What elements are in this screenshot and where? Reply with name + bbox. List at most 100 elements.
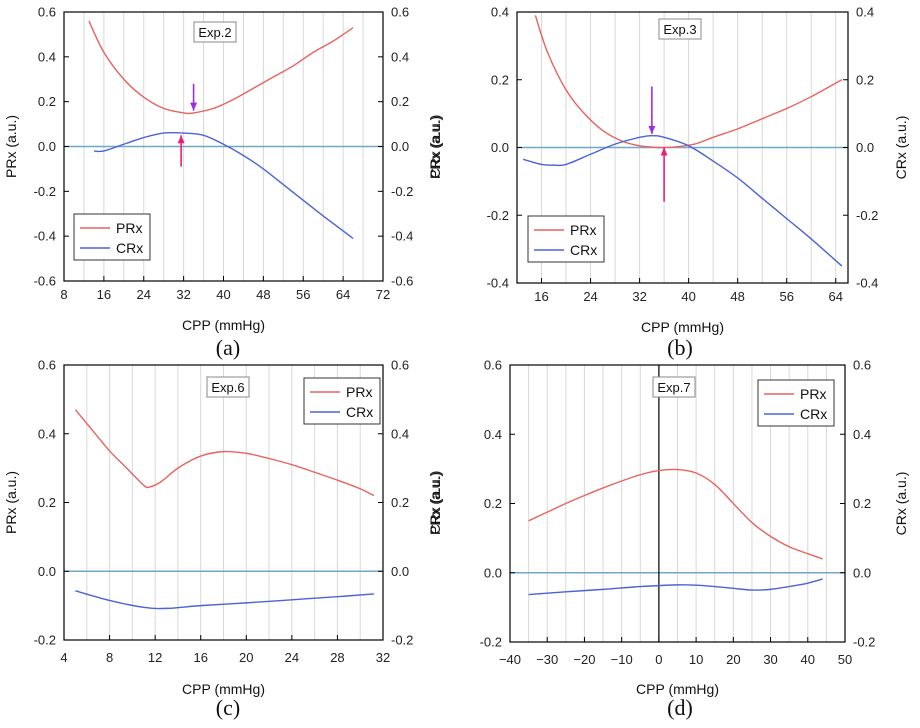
y-tick-label-left: -0.2 bbox=[480, 635, 502, 650]
legend-label-prx: PRx bbox=[800, 386, 826, 402]
series-line-crx bbox=[75, 590, 374, 610]
y-tick-label-left: -0.4 bbox=[487, 276, 509, 291]
y-tick-label-right: 0.0 bbox=[853, 565, 871, 580]
x-tick-label: 4 bbox=[60, 650, 67, 665]
series-line-crx bbox=[528, 578, 823, 596]
x-axis-title: CPP (mmHg) bbox=[636, 681, 719, 697]
x-tick-label: −30 bbox=[536, 652, 558, 667]
x-tick-label: 24 bbox=[285, 650, 299, 665]
panel-caption: (d) bbox=[667, 695, 693, 720]
x-tick-label: −10 bbox=[611, 652, 633, 667]
x-tick-label: 50 bbox=[838, 652, 852, 667]
y-tick-label-right: 0.2 bbox=[391, 495, 409, 510]
legend-label-crx: CRx bbox=[116, 240, 143, 256]
x-tick-label: 20 bbox=[239, 650, 253, 665]
x-tick-label: 12 bbox=[148, 650, 162, 665]
y-tick-label-right: -0.2 bbox=[391, 184, 413, 199]
x-tick-label: 30 bbox=[763, 652, 777, 667]
y-tick-label-left: -0.2 bbox=[487, 208, 509, 223]
experiment-label-box bbox=[652, 376, 696, 398]
y-axis-title-left: PRx (a.u.) bbox=[3, 471, 19, 534]
y-tick-label-right: 0.4 bbox=[853, 427, 871, 442]
x-tick-label: 72 bbox=[376, 287, 390, 302]
panel-a: 8 16 24 32 40 48 56 64 72-0.6 -0.6-0.4 -0.4-0.2 -0.… bbox=[3, 5, 443, 361]
y-tick-label-left: -0.6 bbox=[34, 274, 56, 289]
y-tick-label-left: 0.6 bbox=[484, 358, 502, 373]
panel-b: 16 24 32 40 48 56 64 -0.4 -0.4 -0.2 -0.2 0.0 0.0 0.2 0… bbox=[427, 5, 909, 361]
legend-label-prx: PRx bbox=[116, 220, 142, 236]
y-axis-title-left: PRx (a.u.) bbox=[427, 472, 443, 535]
legend-label-prx: PRx bbox=[570, 222, 596, 238]
y-tick-label-left: 0.0 bbox=[491, 140, 509, 155]
legend-box bbox=[303, 377, 381, 425]
y-tick-label-right: 0.6 bbox=[391, 358, 409, 373]
x-tick-label: 40 bbox=[681, 289, 695, 304]
arrow-head bbox=[177, 135, 185, 144]
x-axis-title: CPP (mmHg) bbox=[182, 317, 265, 333]
y-tick-label-right: -0.4 bbox=[856, 276, 878, 291]
y-tick-label-right: 0.6 bbox=[391, 5, 409, 20]
y-tick-label-right: 0.2 bbox=[856, 72, 874, 87]
arrow-head bbox=[190, 102, 198, 111]
x-tick-label: 48 bbox=[730, 289, 744, 304]
x-tick-label: 64 bbox=[829, 289, 843, 304]
experiment-label-box bbox=[193, 21, 237, 43]
y-tick-label-right: 0.4 bbox=[391, 426, 409, 441]
y-axis-title-left: PRx (a.u.) bbox=[3, 115, 19, 178]
x-tick-label: −40 bbox=[499, 652, 521, 667]
x-tick-label: 16 bbox=[193, 650, 207, 665]
y-tick-label-left: 0.0 bbox=[484, 565, 502, 580]
panel-d: −40 −30 −20 −10 0 10 20 30 40 50-0.2 -0.20.0 0.00.2… bbox=[427, 358, 909, 721]
y-tick-label-left: 0.2 bbox=[38, 94, 56, 109]
y-tick-label-right: 0.0 bbox=[856, 140, 874, 155]
legend-label-crx: CRx bbox=[570, 242, 597, 258]
y-tick-label-left: 0.4 bbox=[38, 426, 56, 441]
y-tick-label-left: -0.4 bbox=[34, 229, 56, 244]
y-tick-label-right: -0.6 bbox=[391, 274, 413, 289]
experiment-label: Exp.3 bbox=[663, 22, 696, 37]
y-tick-label-left: 0.2 bbox=[484, 496, 502, 511]
x-tick-label: 32 bbox=[376, 650, 390, 665]
y-tick-label-right: -0.2 bbox=[856, 208, 878, 223]
x-tick-label: 24 bbox=[583, 289, 597, 304]
x-tick-label: 28 bbox=[330, 650, 344, 665]
x-tick-label: 20 bbox=[726, 652, 740, 667]
experiment-label-box bbox=[658, 18, 702, 40]
x-tick-label: 0 bbox=[655, 652, 662, 667]
legend-box bbox=[73, 213, 151, 261]
series-line-crx bbox=[93, 131, 354, 239]
y-axis-title-right: CRx (a.u.) bbox=[427, 471, 443, 535]
y-tick-label-right: -0.2 bbox=[853, 635, 875, 650]
experiment-label: Exp.7 bbox=[657, 380, 690, 395]
x-tick-label: 8 bbox=[60, 287, 67, 302]
legend-box bbox=[757, 379, 835, 427]
x-tick-label: −20 bbox=[573, 652, 595, 667]
y-tick-label-left: 0.4 bbox=[38, 49, 56, 64]
x-tick-label: 8 bbox=[106, 650, 113, 665]
arrow-head bbox=[648, 125, 656, 134]
experiment-label-box bbox=[206, 376, 250, 398]
y-axis-title-right: CRx (a.u.) bbox=[893, 116, 909, 180]
y-tick-label-left: 0.4 bbox=[491, 5, 509, 20]
legend-label-crx: CRx bbox=[800, 406, 827, 422]
y-axis-title-left: PRx (a.u.) bbox=[427, 116, 443, 179]
y-tick-label-left: 0.0 bbox=[38, 564, 56, 579]
x-tick-label: 32 bbox=[632, 289, 646, 304]
panel-caption: (a) bbox=[216, 335, 240, 360]
x-tick-label: 40 bbox=[216, 287, 230, 302]
y-tick-label-right: 0.0 bbox=[391, 564, 409, 579]
series-line-prx bbox=[528, 468, 823, 560]
series-line-crx bbox=[522, 134, 843, 267]
y-tick-label-left: 0.6 bbox=[38, 358, 56, 373]
y-tick-label-right: -0.4 bbox=[391, 229, 413, 244]
panel-caption: (c) bbox=[216, 695, 240, 720]
experiment-label: Exp.2 bbox=[198, 25, 231, 40]
y-tick-label-left: 0.2 bbox=[38, 495, 56, 510]
y-tick-label-left: -0.2 bbox=[34, 633, 56, 648]
y-tick-label-left: 0.2 bbox=[491, 72, 509, 87]
series-line-prx bbox=[74, 409, 375, 497]
x-tick-label: 40 bbox=[801, 652, 815, 667]
y-tick-label-right: 0.4 bbox=[856, 5, 874, 20]
x-tick-label: 10 bbox=[689, 652, 703, 667]
